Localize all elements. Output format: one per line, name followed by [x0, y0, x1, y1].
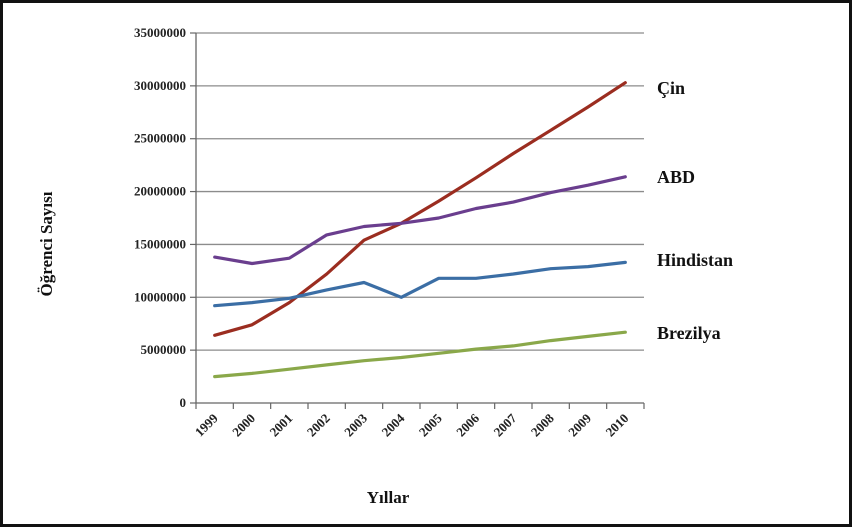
series-line: [213, 175, 627, 266]
y-tick-labels: 0 5000000 10000000 15000000 20000000 25000000…: [134, 25, 186, 410]
y-axis-title: Öğrenci Sayısı: [37, 191, 56, 296]
y-tick-label: 35000000: [134, 25, 186, 40]
x-tick-label: 2010: [602, 411, 631, 440]
series-label: Brezilya: [657, 323, 721, 343]
x-tick-label: 2002: [304, 411, 333, 440]
x-tick-label: 2009: [565, 410, 594, 439]
axes: [190, 32, 645, 409]
series-label: ABD: [657, 167, 695, 187]
series-line: [213, 330, 627, 379]
y-tick-label: 25000000: [134, 131, 186, 146]
y-tick-label: 0: [180, 395, 187, 410]
y-tick-label: 5000000: [141, 342, 187, 357]
x-tick-label: 2006: [453, 410, 482, 439]
y-tick-label: 15000000: [134, 236, 186, 251]
series-label: Çin: [657, 78, 685, 98]
series-label: Hindistan: [657, 250, 733, 270]
x-axis-title: Yıllar: [367, 488, 410, 507]
y-tick-label: 10000000: [134, 289, 186, 304]
x-tick-label: 2007: [490, 410, 519, 439]
series-labels: Çin ABD Hindistan Brezilya: [657, 78, 733, 343]
x-tick-label: 2005: [416, 410, 445, 439]
x-tick-labels: 1999 2000 2001 2002 2003 2004 2005 2006 2007 2008…: [192, 410, 632, 439]
x-tick-label: 2000: [229, 411, 258, 440]
y-tick-label: 20000000: [134, 184, 186, 199]
series-line: [213, 260, 627, 308]
gridlines: [196, 32, 644, 351]
x-tick-label: 2003: [341, 410, 370, 439]
series-lines: [213, 81, 627, 379]
y-tick-label: 30000000: [134, 78, 186, 93]
x-tick-label: 2001: [266, 411, 295, 440]
x-tick-label: 2004: [378, 410, 407, 439]
series-line: [213, 81, 627, 337]
x-tick-label: 1999: [192, 410, 221, 439]
x-tick-label: 2008: [528, 410, 557, 439]
